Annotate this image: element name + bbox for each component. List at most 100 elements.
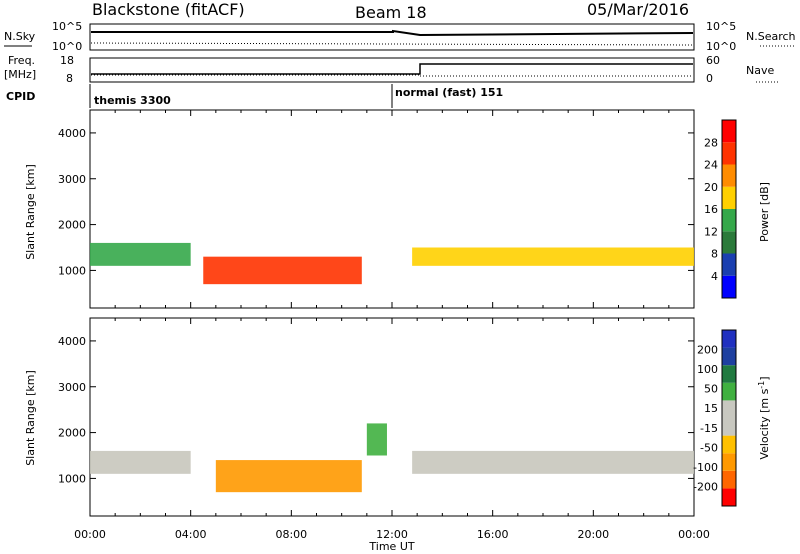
station-title: Blackstone (fitACF) — [92, 0, 245, 19]
power-data — [90, 242, 694, 285]
power-colorbar-tick: 8 — [711, 248, 718, 261]
x-tick-label: 08:00 — [275, 528, 307, 541]
power-colorbar-bin — [722, 231, 736, 254]
velocity-ytick-label: 1000 — [58, 472, 86, 485]
nave-tick-bottom: 0 — [706, 72, 713, 85]
power-colorbar: 4 8 12 16 20 24 28 Power [dB] — [704, 119, 771, 299]
nave-label: Nave — [746, 64, 774, 77]
x-tick-label: 20:00 — [577, 528, 609, 541]
beam-title: Beam 18 — [355, 3, 427, 22]
x-tick-label: 16:00 — [477, 528, 509, 541]
x-tick-label: 00:00 — [74, 528, 106, 541]
power-colorbar-tick: 12 — [704, 225, 718, 238]
power-ytick-label: 4000 — [58, 127, 86, 140]
power-feature-main_band_pre — [90, 242, 191, 266]
velocity-colorbar-frame — [721, 329, 737, 507]
power-panel: 1000 2000 3000 4000 Slant Range [km] — [24, 109, 695, 309]
cpid-entry-1: themis 3300 — [94, 94, 171, 107]
cpid-label: CPID — [6, 90, 35, 103]
freq-label: Freq. — [8, 54, 35, 67]
velocity-feature-positive_velocity_streak — [366, 423, 387, 456]
freq-strip: Freq. [MHz] 18 8 60 0 Nave — [4, 54, 780, 85]
velocity-colorbar-bin — [722, 400, 736, 418]
power-ylabel: Slant Range [km] — [24, 164, 37, 260]
velocity-colorbar-bin — [722, 488, 736, 506]
power-ytick-label: 1000 — [58, 264, 86, 277]
velocity-colorbar-tick: -50 — [700, 441, 718, 454]
velocity-ytick-label: 2000 — [58, 427, 86, 440]
velocity-colorbar-bin — [722, 418, 736, 436]
velocity-feature-ground_scatter_pre — [90, 450, 191, 474]
velocity-ytick-label: 4000 — [58, 335, 86, 348]
velocity-colorbar-tick: -15 — [700, 422, 718, 435]
nsky-strip-frame — [89, 23, 695, 51]
power-ytick-label: 3000 — [58, 173, 86, 186]
velocity-colorbar-bin — [722, 330, 736, 348]
power-colorbar-bin — [722, 253, 736, 276]
nsearch-tick-bottom: 10^0 — [706, 40, 736, 53]
nsky-tick-top: 10^5 — [52, 20, 82, 33]
x-tick-labels: 00:00 04:00 08:00 12:00 16:00 20:00 00:00 — [74, 528, 710, 541]
velocity-panel: 1000 2000 3000 4000 Slant Range [km] — [24, 317, 695, 517]
velocity-colorbar-tick: 200 — [697, 344, 718, 357]
power-feature-main_band_post — [412, 247, 694, 266]
velocity-colorbar: -200 -100 -50 -15 15 50 100 200 Velocity [m s-1… — [693, 329, 771, 507]
nsearch-tick-top: 10^5 — [706, 20, 736, 33]
power-y-axis: 1000 2000 3000 4000 — [58, 127, 694, 277]
velocity-feature-negative_velocity_region — [215, 460, 362, 493]
power-colorbar-tick: 28 — [704, 136, 718, 149]
nsearch-label: N.Search — [746, 30, 796, 43]
velocity-colorbar-tick: -200 — [693, 480, 718, 493]
freq-tick-bottom: 8 — [66, 72, 73, 85]
power-colorbar-label: Power [dB] — [758, 182, 771, 242]
power-colorbar-tick: 16 — [704, 203, 718, 216]
velocity-colorbar-tick: 100 — [697, 363, 718, 376]
power-colorbar-bin — [722, 275, 736, 298]
velocity-colorbar-bin — [722, 382, 736, 401]
cpid-strip: CPID themis 3300 normal (fast) 151 — [6, 84, 503, 108]
freq-trace — [91, 63, 693, 75]
power-colorbar-bin — [722, 209, 736, 232]
power-colorbar-bin — [722, 120, 736, 143]
power-colorbar-bin — [722, 164, 736, 187]
power-colorbar-tick: 24 — [704, 159, 718, 172]
date-title: 05/Mar/2016 — [587, 0, 689, 19]
velocity-colorbar-tick: 50 — [704, 383, 718, 396]
velocity-colorbar-tick: 15 — [704, 402, 718, 415]
velocity-panel-frame — [89, 317, 695, 517]
power-colorbar-bin — [722, 142, 736, 165]
velocity-colorbar-bin — [722, 365, 736, 383]
velocity-y-axis: 1000 2000 3000 4000 — [58, 335, 694, 485]
power-colorbar-tick: 20 — [704, 181, 718, 194]
x-axis-label: Time UT — [368, 540, 414, 553]
velocity-colorbar-bin — [722, 347, 736, 366]
x-tick-label: 12:00 — [376, 528, 408, 541]
velocity-feature-ground_scatter_post — [412, 450, 694, 474]
power-ytick-label: 2000 — [58, 219, 86, 232]
velocity-ylabel: Slant Range [km] — [24, 370, 37, 466]
nsky-series — [90, 29, 694, 46]
velocity-ytick-label: 3000 — [58, 381, 86, 394]
velocity-colorbar-bins: -200 -100 -50 -15 15 50 100 200 — [693, 329, 737, 507]
freq-unit-label: [MHz] — [4, 68, 36, 81]
x-tick-label: 04:00 — [175, 528, 207, 541]
power-colorbar-frame — [721, 119, 737, 299]
power-panel-frame — [89, 109, 695, 309]
velocity-x-axis — [89, 318, 695, 516]
nsearch-trace — [90, 42, 694, 46]
velocity-colorbar-bin — [722, 435, 736, 454]
nsky-strip: N.Sky 10^5 10^0 10^5 10^0 N.Search — [4, 20, 796, 53]
cpid-entry-2: normal (fast) 151 — [395, 86, 503, 99]
nsky-tick-bottom: 10^0 — [52, 40, 82, 53]
power-colorbar-bin — [722, 186, 736, 209]
freq-strip-frame — [89, 57, 695, 83]
nave-tick-top: 60 — [706, 54, 720, 67]
freq-tick-top: 18 — [60, 54, 74, 67]
velocity-colorbar-tick: -100 — [693, 461, 718, 474]
power-feature-main_band_strong — [203, 256, 362, 285]
velocity-colorbar-bin — [722, 470, 736, 489]
velocity-colorbar-bin — [722, 453, 736, 471]
power-colorbar-tick: 4 — [711, 270, 718, 283]
nsky-trace — [91, 29, 694, 37]
